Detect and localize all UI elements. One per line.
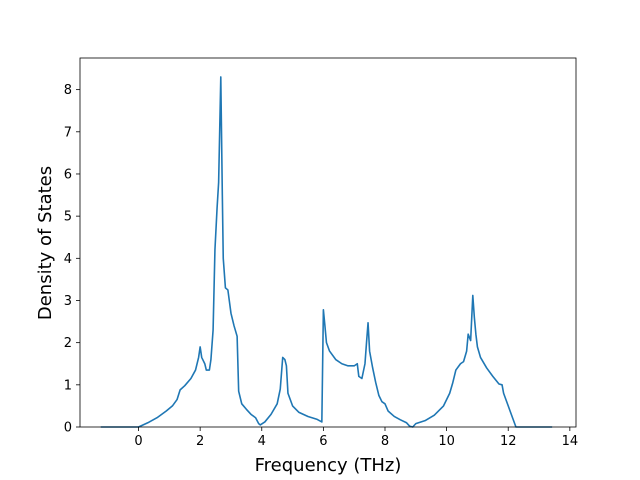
x-tick-label: 10 — [438, 434, 455, 449]
y-tick-label: 5 — [64, 210, 72, 225]
x-axis-label: Frequency (THz) — [255, 455, 402, 476]
y-tick-label: 2 — [64, 336, 72, 351]
y-tick-label: 8 — [64, 83, 72, 98]
x-tick-label: 14 — [562, 434, 579, 449]
x-tick-label: 0 — [134, 434, 142, 449]
y-tick-label: 7 — [64, 125, 72, 140]
dos-series-line-0 — [100, 76, 553, 428]
y-tick-label: 1 — [64, 378, 72, 393]
x-tick-label: 12 — [500, 434, 517, 449]
y-axis-label: Density of States — [35, 166, 56, 320]
x-tick-label: 4 — [258, 434, 266, 449]
y-axis-ticks: 0 1 2 3 4 5 6 7 8 — [64, 83, 80, 436]
x-tick-label: 8 — [381, 434, 389, 449]
x-axis-ticks: 0 2 4 6 8 10 12 14 — [134, 427, 578, 449]
y-tick-label: 4 — [64, 252, 72, 267]
x-tick-label: 6 — [319, 434, 327, 449]
plot-area — [79, 57, 577, 428]
y-tick-label: 3 — [64, 294, 72, 309]
y-tick-label: 0 — [64, 421, 72, 436]
x-tick-label: 2 — [196, 434, 204, 449]
plot-frame — [79, 57, 577, 428]
y-tick-label: 6 — [64, 167, 72, 182]
